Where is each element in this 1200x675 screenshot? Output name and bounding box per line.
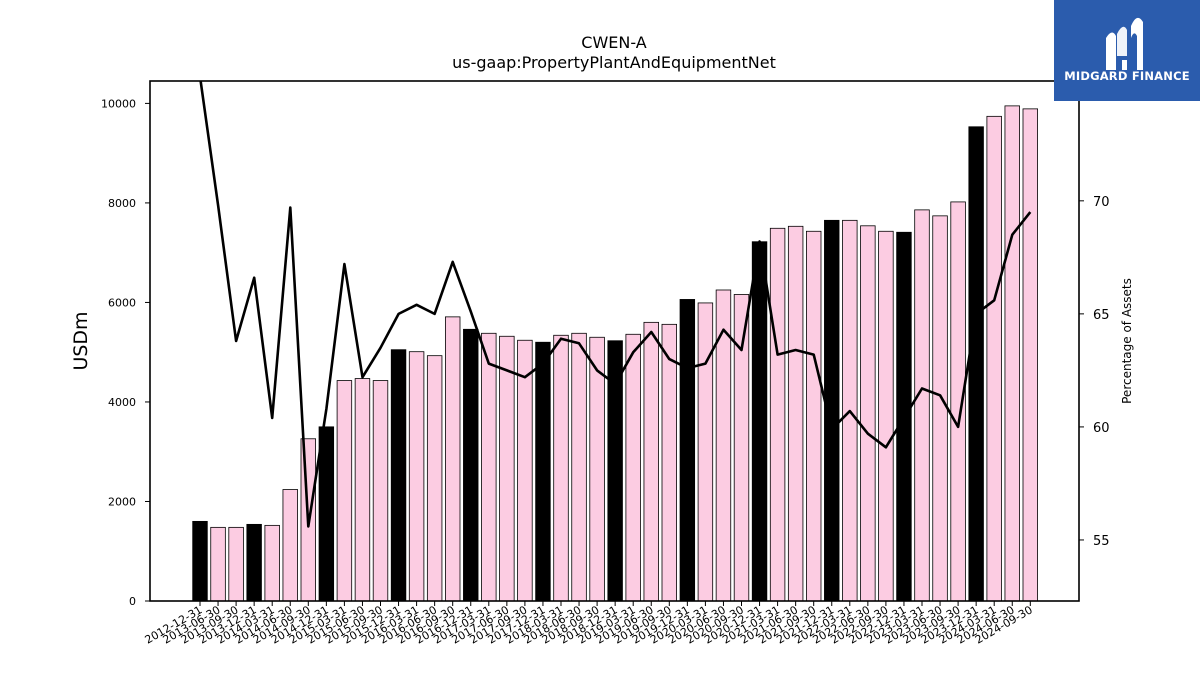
y-tick-label: 0: [129, 595, 136, 608]
bar-2019-12-31: [679, 299, 696, 602]
bar-2012-12-31: [192, 520, 208, 602]
y-tick-label: 10000: [101, 97, 136, 110]
y-tick-label: 4000: [108, 396, 136, 409]
bar-2024-03-31: [986, 115, 1002, 602]
bar-2016-12-31: [463, 328, 479, 602]
y-axis-label: USDm: [70, 311, 92, 370]
bar-series: [192, 105, 1039, 602]
bar-2015-03-31: [336, 380, 353, 602]
bar-2020-09-30: [733, 294, 750, 602]
y2-tick-label: 60: [1093, 421, 1110, 436]
bar-2017-06-30: [499, 335, 515, 602]
bar-2014-03-31: [264, 524, 280, 602]
bar-2016-03-31: [408, 351, 425, 602]
chart-title: CWEN-A: [581, 33, 646, 52]
bar-2021-09-30: [806, 230, 822, 602]
bar-2019-03-31: [625, 333, 641, 602]
chart-subtitle: us-gaap:PropertyPlantAndEquipmentNet: [452, 53, 776, 72]
bar-2017-12-31: [535, 341, 551, 602]
bar-2021-03-31: [769, 227, 786, 602]
bar-2024-09-30: [1022, 108, 1039, 602]
midgard-finance-logo: MIDGARD FINANCE: [1054, 0, 1200, 101]
logo-text: MIDGARD FINANCE: [1064, 69, 1190, 83]
axes: 0200040006000800010000556065702012-12-31…: [101, 97, 1110, 646]
bar-2015-09-30: [372, 380, 389, 602]
bar-2013-06-30: [210, 526, 226, 602]
bar-2019-06-30: [643, 321, 659, 602]
bar-2016-06-30: [426, 355, 443, 602]
percentage-of-assets-line: [199, 81, 1032, 528]
bar-2018-03-31: [553, 334, 569, 602]
bar-2015-12-31: [390, 349, 407, 602]
percentage-line-series: [199, 81, 1032, 528]
bar-2022-06-30: [860, 225, 876, 602]
y-tick-label: 8000: [108, 197, 136, 210]
y2-axis-label: Percentage of Assets: [1120, 278, 1134, 404]
bar-2022-09-30: [878, 230, 894, 602]
bar-2013-12-31: [246, 523, 262, 602]
y2-tick-label: 55: [1093, 534, 1110, 549]
bar-2017-09-30: [517, 339, 533, 602]
bar-2018-06-30: [571, 332, 587, 602]
bar-2017-03-31: [481, 332, 497, 602]
bar-2021-06-30: [787, 225, 804, 602]
y-tick-label: 2000: [108, 495, 136, 508]
bar-2014-06-30: [282, 489, 298, 602]
bar-2018-09-30: [589, 336, 605, 602]
y2-tick-label: 65: [1093, 308, 1110, 323]
y2-tick-label: 70: [1093, 195, 1110, 210]
bar-2020-03-31: [697, 302, 714, 602]
bar-2015-06-30: [354, 378, 371, 602]
y-tick-label: 6000: [108, 296, 136, 309]
bar-2024-06-30: [1004, 105, 1020, 602]
bar-2023-03-31: [914, 209, 930, 602]
bar-2016-09-30: [444, 316, 461, 602]
bar-2013-09-30: [228, 526, 244, 602]
plot-frame: [149, 80, 1080, 602]
bar-2023-06-30: [932, 215, 948, 602]
bar-2019-09-30: [661, 323, 678, 602]
bar-2023-12-31: [968, 126, 984, 602]
bar-2014-12-31: [318, 426, 335, 602]
midgard-logo-icon: [1106, 17, 1143, 70]
bar-2020-12-31: [751, 241, 768, 602]
